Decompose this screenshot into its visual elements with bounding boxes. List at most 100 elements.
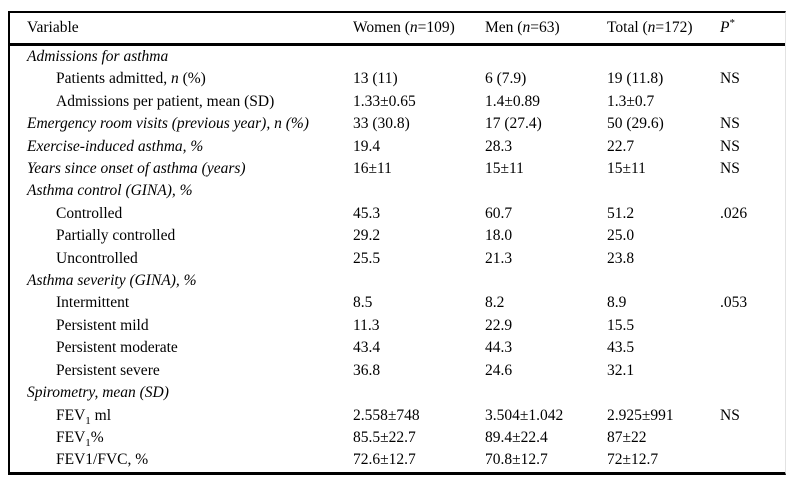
- cell-value: NS: [720, 70, 740, 88]
- subscript-text: 1: [85, 437, 91, 449]
- cell-value: 1.33±0.65: [353, 92, 416, 110]
- cell-value: NS: [720, 406, 740, 424]
- label-text: %: [90, 428, 104, 446]
- label-text: Exercise-induced asthma, %: [27, 137, 204, 155]
- table-row: FEV1% 85.5±22.7 89.4±22.4 87±22: [10, 427, 785, 449]
- row-label: Asthma control (GINA), %: [10, 180, 353, 202]
- row-label: Exercise-induced asthma, %: [10, 136, 353, 158]
- label-text: FEV: [56, 428, 86, 446]
- cell-value: 33 (30.8): [353, 115, 410, 133]
- cell-value: 72±12.7: [607, 451, 659, 469]
- cell-value: 11.3: [353, 316, 380, 334]
- cell-value: [607, 180, 720, 202]
- cell-value: [607, 382, 720, 404]
- cell-value: 45.3: [353, 204, 381, 222]
- label-text: Partially controlled: [56, 227, 176, 245]
- row-label: FEV1/FVC, %: [10, 449, 353, 471]
- cell-value: NS: [720, 160, 740, 178]
- label-text: (%): [178, 70, 206, 88]
- table-row: FEV1/FVC, % 72.6±12.7 70.8±12.7 72±12.7: [10, 449, 785, 471]
- table-container: Variable Women (n=109) Men (n=63) Total (n=…: [8, 11, 786, 475]
- label-text: =172): [655, 19, 693, 36]
- cell-value: 44.3: [485, 339, 513, 357]
- cell-value: 21.3: [485, 249, 513, 267]
- label-text: Persistent severe: [56, 361, 160, 379]
- row-label: Admissions for asthma: [10, 45, 353, 69]
- cell-value: 23.8: [607, 249, 635, 267]
- cell-value: 28.3: [485, 137, 513, 155]
- label-text: Asthma severity (GINA), %: [27, 272, 197, 290]
- table-body: Admissions for asthma Patients admitted, …: [10, 45, 785, 472]
- table-row: Exercise-induced asthma, % 19.4 28.3 22.7 NS: [10, 136, 785, 158]
- label-text: FEV1/FVC, %: [56, 451, 149, 469]
- row-label: Years since onset of asthma (years): [10, 158, 353, 180]
- label-text: Intermittent: [56, 294, 130, 312]
- cell-value: [720, 449, 785, 471]
- label-text: Uncontrolled: [56, 249, 138, 267]
- label-text: Men (: [485, 19, 523, 36]
- label-text: Spirometry, mean (SD): [27, 384, 169, 402]
- cell-value: [353, 180, 485, 202]
- cell-value: .053: [720, 294, 748, 312]
- label-text: Patients admitted,: [56, 70, 171, 88]
- column-header-men: Men (n=63): [485, 13, 607, 46]
- cell-value: [720, 427, 785, 449]
- row-label: Controlled: [10, 203, 353, 225]
- label-text: Asthma control (GINA), %: [27, 182, 193, 200]
- label-text: Admissions per patient, mean (SD): [56, 92, 275, 110]
- cell-value: 87±22: [607, 428, 647, 446]
- cell-value: NS: [720, 137, 740, 155]
- table-row: Asthma severity (GINA), %: [10, 270, 785, 292]
- cell-value: [353, 270, 485, 292]
- subscript-text: 1: [85, 414, 91, 427]
- label-text: Total (: [607, 19, 648, 36]
- cell-value: [353, 382, 485, 404]
- cell-value: [720, 45, 785, 69]
- cell-value: 1.4±0.89: [485, 92, 541, 110]
- cell-value: 60.7: [485, 204, 513, 222]
- cell-value: NS: [720, 115, 740, 133]
- table-row: Admissions per patient, mean (SD) 1.33±0.…: [10, 91, 785, 113]
- label-text: Variable: [27, 19, 79, 36]
- row-label: FEV1%: [10, 427, 353, 449]
- label-text: Controlled: [56, 204, 123, 222]
- column-header-total: Total (n=172): [607, 13, 720, 46]
- table-row: FEV1 ml 2.558±748 3.504±1.042 2.925±991 NS: [10, 405, 785, 427]
- header-row: Variable Women (n=109) Men (n=63) Total (n=…: [10, 13, 785, 46]
- cell-value: 22.7: [607, 137, 635, 155]
- cell-value: 8.9: [607, 294, 627, 312]
- cell-value: [720, 180, 785, 202]
- cell-value: 2.558±748: [353, 406, 420, 424]
- table-row: Uncontrolled 25.5 21.3 23.8: [10, 248, 785, 270]
- cell-value: 24.6: [485, 361, 513, 379]
- cell-value: 2.925±991: [607, 406, 674, 424]
- cell-value: [720, 270, 785, 292]
- cell-value: 25.0: [607, 227, 635, 245]
- cell-value: 1.3±0.7: [607, 92, 655, 110]
- row-label: Persistent mild: [10, 315, 353, 337]
- row-label: Uncontrolled: [10, 248, 353, 270]
- table-row: Persistent moderate 43.4 44.3 43.5: [10, 337, 785, 359]
- row-label: Spirometry, mean (SD): [10, 382, 353, 404]
- cell-value: 51.2: [607, 204, 635, 222]
- column-header-p-value: P*: [720, 13, 785, 46]
- table-row: Emergency room visits (previous year), n…: [10, 113, 785, 135]
- cell-value: 36.8: [353, 361, 381, 379]
- label-text: ml: [90, 406, 112, 424]
- row-label: Emergency room visits (previous year), n…: [10, 113, 353, 135]
- table-row: Persistent severe 36.8 24.6 32.1: [10, 360, 785, 382]
- label-text: Admissions for asthma: [27, 48, 169, 65]
- cell-value: [485, 270, 607, 292]
- cell-value: 32.1: [607, 361, 635, 379]
- table-row: Persistent mild 11.3 22.9 15.5: [10, 315, 785, 337]
- cell-value: 19.4: [353, 137, 381, 155]
- table-row: Asthma control (GINA), %: [10, 180, 785, 202]
- cell-value: [720, 248, 785, 270]
- cell-value: [485, 45, 607, 69]
- cell-value: 72.6±12.7: [353, 451, 416, 469]
- cell-value: 15.5: [607, 316, 635, 334]
- table-row: Partially controlled 29.2 18.0 25.0: [10, 225, 785, 247]
- cell-value: [485, 382, 607, 404]
- cell-value: [353, 45, 485, 69]
- cell-value: 85.5±22.7: [353, 428, 416, 446]
